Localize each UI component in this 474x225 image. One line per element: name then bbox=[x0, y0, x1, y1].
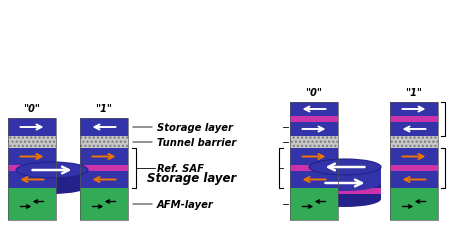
Text: Storage layer: Storage layer bbox=[157, 122, 233, 132]
Bar bbox=[290, 117, 338, 122]
Bar bbox=[290, 188, 338, 220]
Bar bbox=[390, 117, 438, 122]
Bar bbox=[8, 119, 56, 220]
Bar bbox=[309, 183, 381, 199]
Bar bbox=[290, 148, 338, 165]
Ellipse shape bbox=[309, 159, 381, 175]
Bar bbox=[290, 165, 338, 171]
Bar bbox=[80, 119, 128, 136]
Bar bbox=[8, 171, 56, 188]
Bar bbox=[390, 122, 438, 136]
Bar bbox=[8, 136, 56, 148]
Ellipse shape bbox=[309, 175, 381, 191]
Bar bbox=[390, 136, 438, 148]
Bar bbox=[290, 103, 338, 220]
Bar bbox=[80, 119, 128, 220]
Bar bbox=[80, 148, 128, 165]
Text: Storage layer: Storage layer bbox=[147, 172, 237, 185]
Text: AFM-layer: AFM-layer bbox=[157, 199, 214, 209]
Bar bbox=[390, 136, 438, 148]
Bar bbox=[290, 122, 338, 136]
Text: SAF: SAF bbox=[412, 177, 437, 190]
Bar bbox=[290, 136, 338, 148]
Bar bbox=[290, 171, 338, 188]
Ellipse shape bbox=[309, 191, 381, 207]
Ellipse shape bbox=[16, 162, 88, 178]
Bar bbox=[80, 171, 128, 188]
Text: "0": "0" bbox=[24, 104, 40, 113]
Bar bbox=[309, 167, 381, 183]
Text: "1": "1" bbox=[95, 104, 112, 113]
Text: "1": "1" bbox=[405, 88, 422, 98]
Bar bbox=[390, 165, 438, 171]
Bar bbox=[80, 165, 128, 171]
Bar bbox=[80, 188, 128, 220]
Bar bbox=[8, 148, 56, 165]
Bar bbox=[290, 136, 338, 148]
Text: Ref. SAF: Ref. SAF bbox=[157, 163, 204, 173]
Bar bbox=[80, 136, 128, 148]
Bar bbox=[8, 188, 56, 220]
Bar bbox=[8, 119, 56, 136]
Bar bbox=[16, 170, 88, 186]
Bar bbox=[390, 148, 438, 165]
Bar bbox=[80, 136, 128, 148]
Ellipse shape bbox=[16, 178, 88, 194]
Bar bbox=[390, 188, 438, 220]
Bar bbox=[8, 136, 56, 148]
Bar bbox=[390, 103, 438, 117]
Text: Tunnel barrier: Tunnel barrier bbox=[157, 137, 236, 147]
Bar bbox=[8, 165, 56, 171]
Text: "0": "0" bbox=[306, 88, 322, 98]
Bar bbox=[390, 103, 438, 220]
Bar bbox=[309, 188, 381, 194]
Bar bbox=[390, 171, 438, 188]
Bar bbox=[290, 103, 338, 117]
